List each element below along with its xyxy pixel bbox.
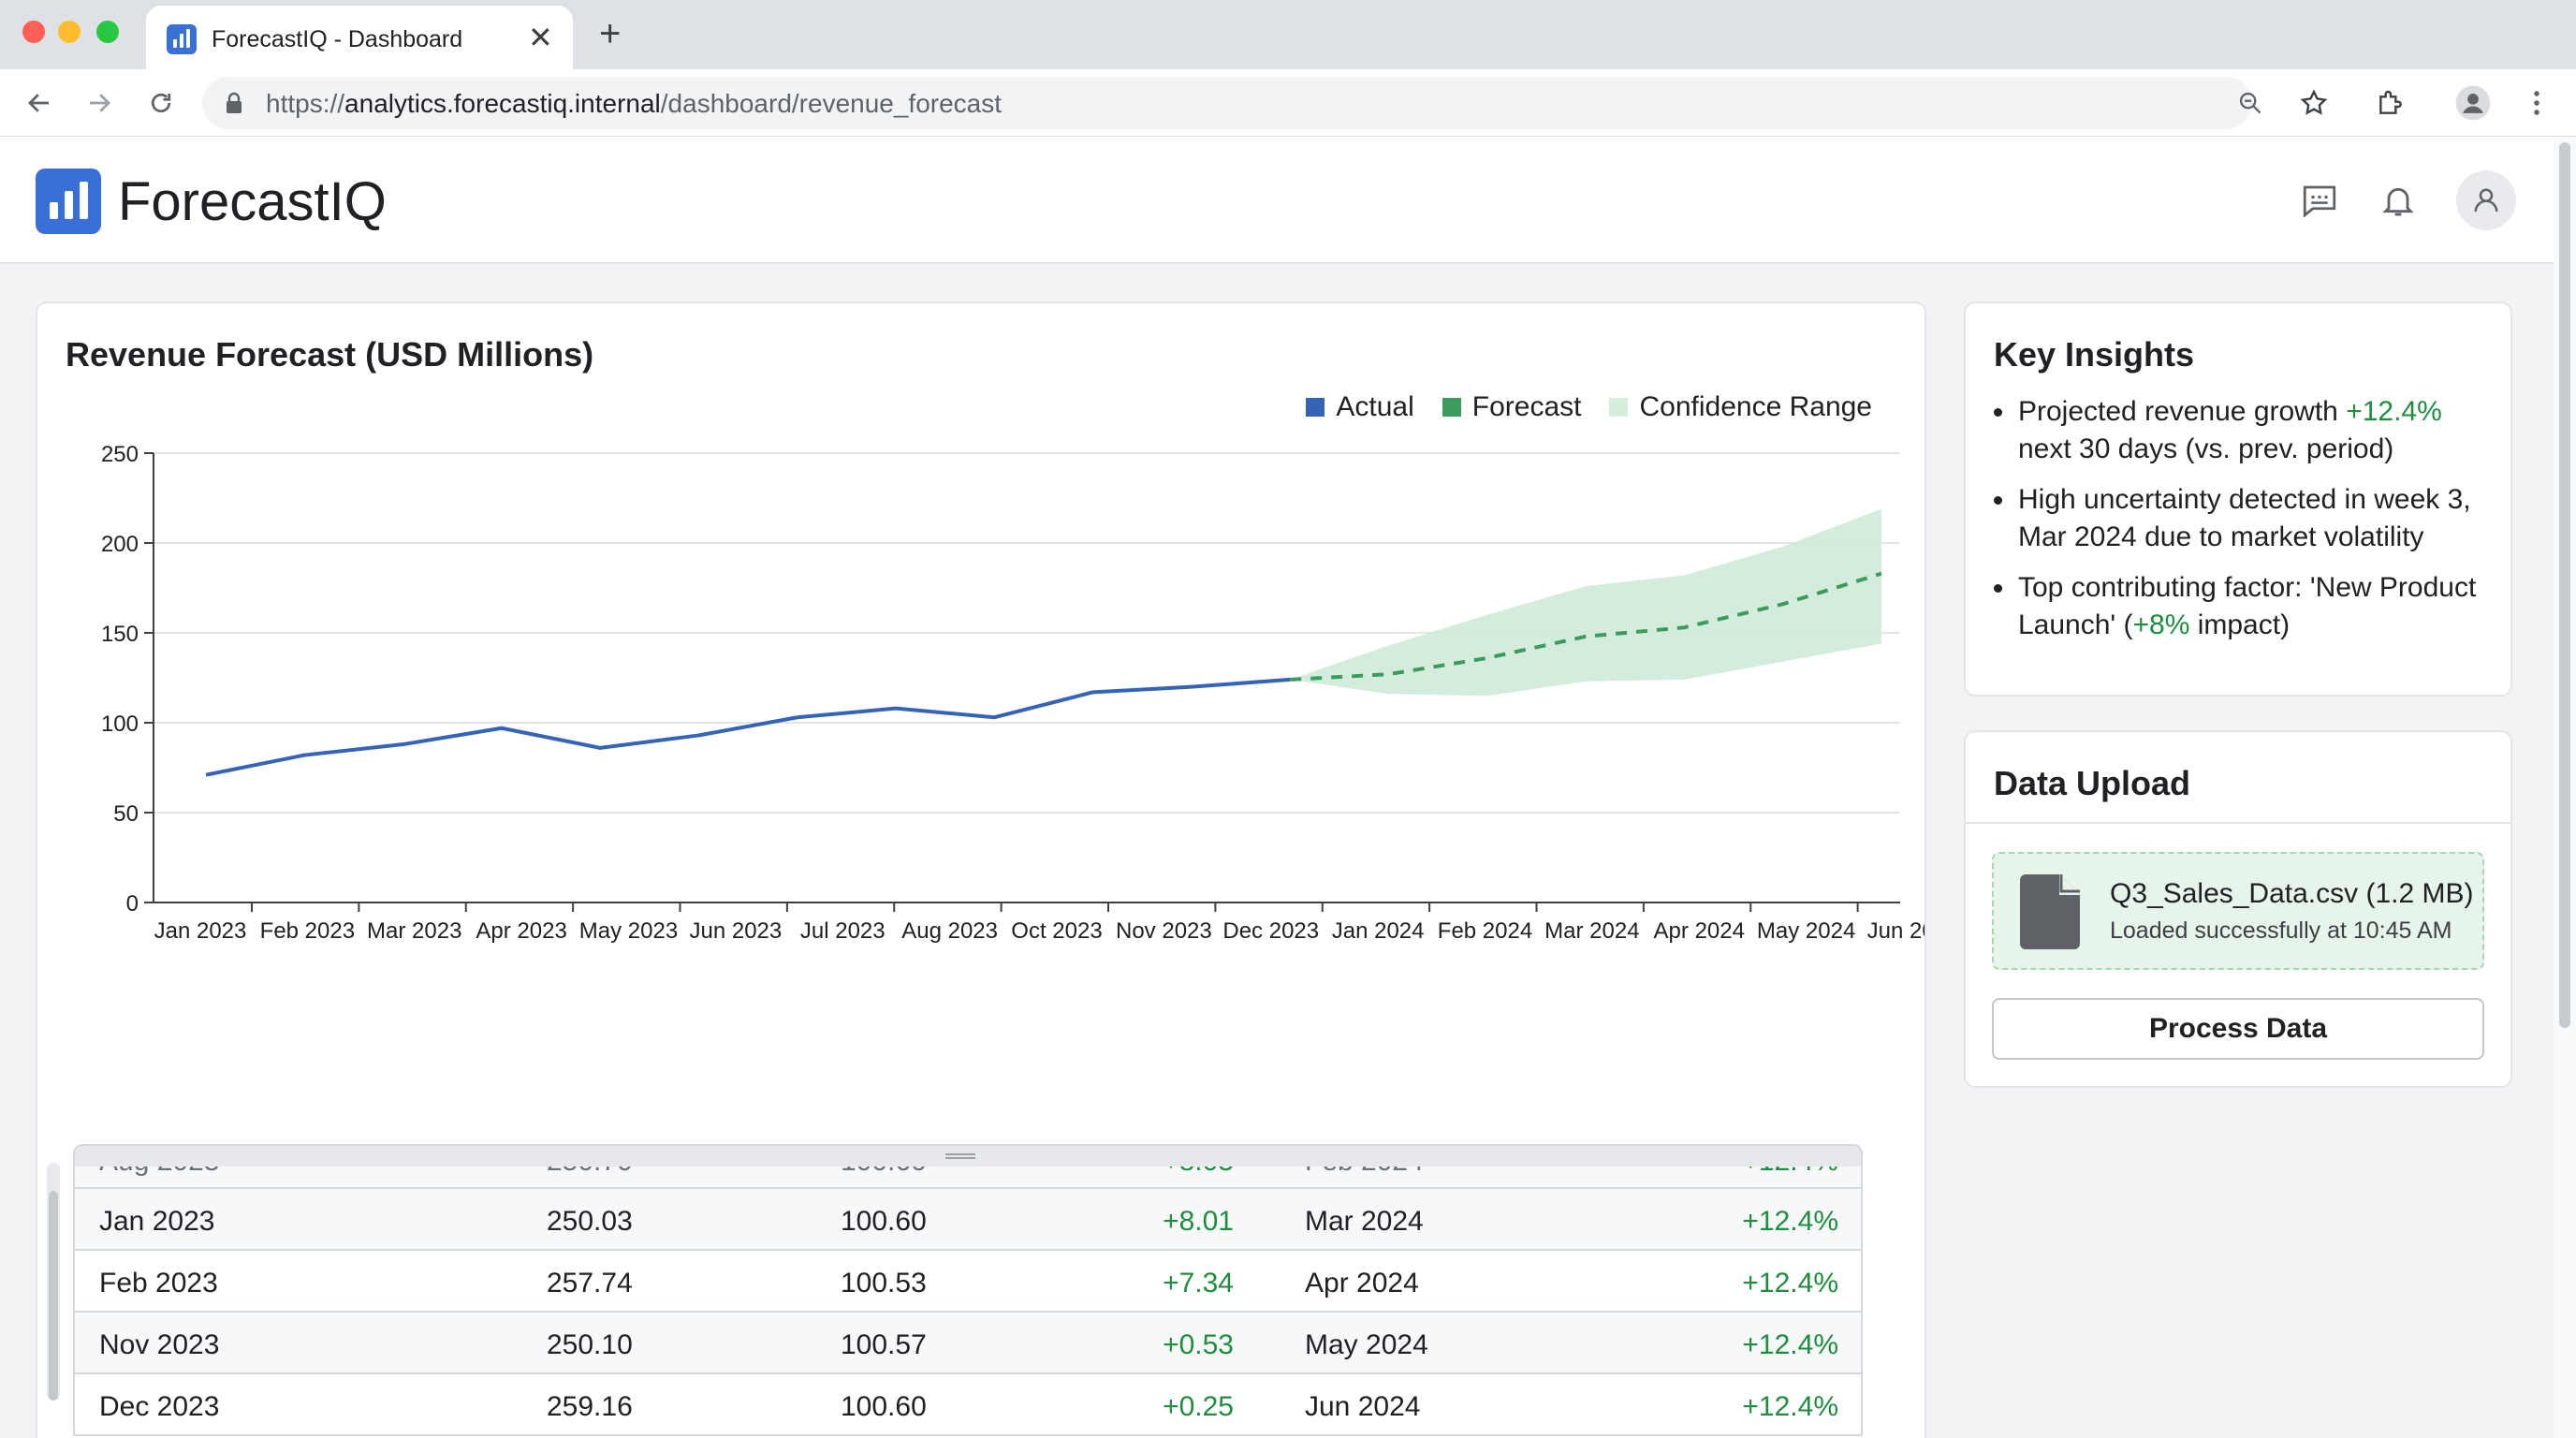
messages-icon[interactable] — [2293, 174, 2346, 227]
file-name: Q3_Sales_Data.csv (1.2 MB) — [2110, 878, 2474, 909]
x-tick-label: Feb 2023 — [260, 918, 355, 944]
x-tick-label: Jun 2024 — [1867, 918, 1925, 944]
browser-tab-bar: ForecastIQ - Dashboard ✕ + — [0, 0, 2576, 69]
series-line-actual — [205, 677, 1291, 777]
x-tick-label: Feb 2024 — [1438, 918, 1532, 944]
y-tick-label: 250 — [101, 442, 139, 467]
insight-item: High uncertainty detected in week 3, Mar… — [1994, 481, 2496, 556]
x-tick-label: Apr 2023 — [476, 918, 566, 944]
insight-item: Projected revenue growth +12.4% next 30 … — [1994, 393, 2496, 468]
dashboard-content: Revenue Forecast (USD Millions) Actual F… — [0, 264, 2554, 1438]
legend-swatch-actual — [1306, 398, 1325, 417]
table-row[interactable]: Dec 2023 259.16 100.60 +0.25 Jun 2024 +12.4… — [73, 1374, 1863, 1436]
table-row[interactable]: Nov 2023 250.10 100.57 +0.53 May 2024 +12.4… — [73, 1313, 1863, 1374]
uploaded-file-dropzone[interactable]: Q3_Sales_Data.csv (1.2 MB) Loaded succes… — [1992, 852, 2484, 970]
confidence-range-band — [1290, 508, 1881, 697]
legend-item-forecast: Forecast — [1442, 391, 1581, 423]
x-tick-label: Dec 2023 — [1222, 918, 1319, 944]
maximize-window-button[interactable] — [96, 21, 119, 43]
tab-title: ForecastIQ - Dashboard — [212, 26, 463, 52]
url-text: https://analytics.forecastiq.internal/da… — [266, 89, 1003, 118]
address-bar[interactable]: https://analytics.forecastiq.internal/da… — [202, 77, 2261, 129]
brand-name: ForecastIQ — [118, 171, 387, 232]
y-tick-label: 100 — [101, 712, 139, 737]
page-scrollbar-thumb[interactable] — [2559, 142, 2570, 1028]
x-tick-label: May 2023 — [579, 918, 678, 944]
y-tick-label: 0 — [126, 891, 139, 917]
browser-tab-active[interactable]: ForecastIQ - Dashboard ✕ — [146, 6, 573, 69]
y-tick-label: 150 — [101, 622, 139, 647]
insight-item: Top contributing factor: 'New Product La… — [1994, 569, 2496, 644]
lock-icon — [227, 92, 242, 113]
x-tick-label: Aug 2023 — [901, 918, 998, 944]
close-window-button[interactable] — [22, 21, 45, 43]
user-account-icon[interactable] — [2456, 170, 2516, 230]
revenue-line-chart: 0 50 100 150 200 250 Jan 2023 Feb 2023 Mar 2023 A… — [101, 442, 1925, 944]
chart-legend: Actual Forecast Confidence Range — [1306, 391, 1872, 423]
table-row[interactable]: Feb 2023 257.74 100.53 +7.34 Apr 2024 +12.4… — [73, 1251, 1863, 1313]
x-tick-label: Apr 2024 — [1654, 918, 1745, 944]
x-tick-label: May 2024 — [1757, 918, 1855, 944]
x-tick-label: Jun 2023 — [689, 918, 782, 944]
profile-avatar-icon[interactable] — [2452, 82, 2494, 124]
extensions-icon[interactable] — [2370, 82, 2411, 124]
chart-title: Revenue Forecast (USD Millions) — [66, 335, 594, 374]
new-tab-button[interactable]: + — [599, 13, 622, 54]
legend-swatch-confidence — [1609, 398, 1629, 417]
y-tick-label: 50 — [113, 801, 139, 827]
x-tick-label: Nov 2023 — [1116, 918, 1212, 944]
reload-icon[interactable] — [140, 82, 182, 124]
browser-menu-icon[interactable] — [2516, 82, 2557, 124]
forward-arrow-icon[interactable] — [79, 82, 120, 124]
x-tick-label: Mar 2024 — [1544, 918, 1639, 944]
file-status: Loaded successfully at 10:45 AM — [2110, 917, 2452, 944]
table-resize-handle[interactable] — [73, 1144, 1863, 1167]
app-header: ForecastIQ — [0, 137, 2554, 264]
zoom-out-icon[interactable] — [2233, 86, 2267, 120]
table-row[interactable]: Jan 2023 250.03 100.60 +8.01 Mar 2024 +12.4… — [73, 1189, 1863, 1251]
x-tick-label: Jan 2024 — [1332, 918, 1425, 944]
legend-item-confidence-range: Confidence Range — [1609, 391, 1872, 423]
x-tick-label: Jan 2023 — [154, 918, 247, 944]
bookmark-star-icon[interactable] — [2293, 82, 2334, 124]
notifications-bell-icon[interactable] — [2372, 174, 2424, 227]
forecastiq-logo-icon — [36, 169, 101, 234]
y-tick-label: 200 — [101, 532, 139, 557]
drag-grip-icon — [945, 1153, 975, 1159]
back-arrow-icon[interactable] — [19, 82, 60, 124]
x-tick-label: Jul 2023 — [800, 918, 886, 944]
divider — [1966, 822, 2510, 824]
browser-toolbar: https://analytics.forecastiq.internal/da… — [0, 69, 2576, 137]
legend-swatch-forecast — [1442, 398, 1461, 417]
table-scrollbar-thumb[interactable] — [49, 1191, 58, 1401]
bar-chart-icon — [167, 24, 197, 54]
x-tick-label: Oct 2023 — [1011, 918, 1102, 944]
file-document-icon — [2020, 874, 2080, 949]
upload-title: Data Upload — [1994, 764, 2191, 802]
legend-item-actual: Actual — [1306, 391, 1414, 423]
insights-title: Key Insights — [1994, 335, 2195, 374]
x-tick-label: Mar 2023 — [367, 918, 461, 944]
process-data-button[interactable]: Process Data — [1992, 998, 2484, 1060]
insights-list: Projected revenue growth +12.4% next 30 … — [1994, 393, 2496, 657]
data-upload-card: Data Upload Q3_Sales_Data.csv (1.2 MB) L… — [1964, 730, 2512, 1088]
tab-close-icon[interactable]: ✕ — [528, 21, 553, 54]
key-insights-card: Key Insights Projected revenue growth +1… — [1964, 301, 2512, 697]
minimize-window-button[interactable] — [58, 21, 80, 43]
